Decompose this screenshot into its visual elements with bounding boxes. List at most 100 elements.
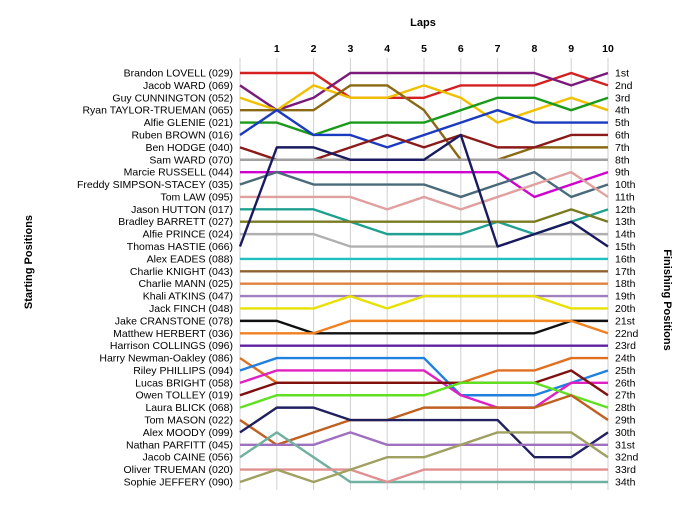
starting-position-label: Sam WARD (070) [149, 154, 233, 166]
series-line [240, 96, 609, 137]
starting-position-label: Nathan PARFITT (045) [126, 439, 233, 451]
starting-position-label: Marcie RUSSELL (044) [124, 167, 233, 179]
grid-lines [239, 58, 609, 490]
finishing-position-label: 11th [615, 191, 635, 203]
finishing-position-label: 16th [615, 253, 636, 265]
starting-position-label: Jason HUTTON (017) [131, 204, 233, 216]
lap-label: 7 [495, 43, 501, 55]
series-line [240, 84, 608, 161]
finishing-position-label: 23rd [615, 340, 636, 352]
series-line [240, 294, 608, 310]
lap-label: 10 [602, 43, 614, 55]
finishing-position-label: 10th [615, 179, 636, 191]
starting-position-label: Alex EADES (088) [147, 253, 233, 265]
lap-labels: 1 2 3 4 5 6 7 8 9 10 [274, 43, 614, 55]
lap-label: 2 [311, 43, 317, 55]
lap-label: 5 [421, 43, 427, 55]
starting-position-label: Khali ATKINS (047) [143, 291, 233, 303]
left-axis-title: Starting Positions [23, 215, 35, 309]
starting-position-label: Jake CRANSTONE (078) [115, 315, 233, 327]
lap-label: 6 [458, 43, 464, 55]
finishing-position-label: 31st [615, 439, 635, 451]
lap-label: 1 [274, 43, 280, 55]
series-line [240, 71, 609, 99]
starting-position-label: Alex MOODY (099) [143, 427, 233, 439]
finishing-position-label: 19th [615, 291, 636, 303]
finishing-position-label: 5th [615, 117, 630, 129]
finishing-position-label: 9th [615, 167, 630, 179]
lap-label: 8 [531, 43, 537, 55]
finishing-position-label: 3rd [615, 92, 630, 104]
finishing-position-label: 22nd [615, 328, 639, 340]
finishing-position-label: 30th [615, 427, 636, 439]
finishing-position-label: 15th [615, 241, 636, 253]
series-line [239, 406, 609, 459]
series-line [240, 431, 608, 447]
starting-position-label: Matthew HERBERT (036) [113, 328, 233, 340]
starting-position-label: Harrison COLLINGS (096) [110, 340, 233, 352]
finishing-position-label: 34th [615, 477, 636, 489]
starting-position-label: Ben HODGE (040) [145, 142, 233, 154]
top-axis-title: Laps [410, 17, 436, 29]
starting-position-label: Ryan TAYLOR-TRUEMAN (065) [82, 105, 233, 117]
starting-position-label: Alfie PRINCE (024) [143, 229, 233, 241]
finishing-position-label: 6th [615, 129, 630, 141]
starting-position-label: Jacob WARD (069) [143, 80, 233, 92]
finishing-position-label: 12th [615, 204, 636, 216]
finishing-position-label: 14th [615, 229, 636, 241]
lap-label: 4 [384, 43, 390, 55]
series-lines [238, 71, 609, 484]
finishing-position-label: 20th [615, 303, 636, 315]
starting-position-label: Alfie GLENIE (021) [144, 117, 233, 129]
starting-position-label: Lucas BRIGHT (058) [135, 377, 233, 389]
finishing-position-label: 26th [615, 377, 636, 389]
series-line [240, 468, 608, 484]
series-line [239, 431, 608, 484]
series-line [239, 84, 609, 124]
starting-position-label: Thomas HASTIE (066) [127, 241, 233, 253]
starting-position-label: Charlie MANN (025) [138, 278, 233, 290]
starting-position-label: Bradley BARRETT (027) [118, 216, 233, 228]
finishing-position-label: 21st [615, 315, 635, 327]
series-line [239, 394, 609, 447]
starting-position-label: Jacob CAINE (056) [143, 452, 233, 464]
finishing-position-label: 13th [615, 216, 636, 228]
series-line [239, 356, 609, 397]
lap-label: 9 [568, 43, 574, 55]
starting-position-labels: Brandon LOVELL (029)Jacob WARD (069)Guy … [77, 68, 233, 489]
finishing-position-label: 18th [615, 278, 636, 290]
finishing-position-label: 29th [615, 415, 636, 427]
finishing-position-label: 33rd [615, 464, 636, 476]
finishing-position-label: 32nd [615, 452, 639, 464]
starting-position-label: Guy CUNNINGTON (052) [112, 92, 233, 104]
starting-position-label: Harry Newman-Oakley (086) [99, 353, 233, 365]
starting-position-label: Laura BLICK (068) [145, 402, 233, 414]
finishing-position-label: 4th [615, 105, 630, 117]
starting-position-label: Ruben BROWN (016) [131, 129, 233, 141]
starting-position-label: Tom LAW (095) [160, 191, 233, 203]
series-line [239, 108, 608, 149]
finishing-position-label: 27th [615, 390, 636, 402]
finishing-position-label: 28th [615, 402, 636, 414]
series-line [239, 431, 609, 484]
series-line [239, 71, 609, 112]
starting-position-label: Freddy SIMPSON-STACEY (035) [77, 179, 233, 191]
lap-label: 3 [347, 43, 353, 55]
finishing-position-labels: 1st2nd3rd4th5th6th7th8th9th10th11th12th1… [615, 68, 639, 489]
starting-position-label: Tom MASON (022) [144, 415, 233, 427]
starting-position-label: Oliver TRUEMAN (020) [124, 464, 234, 476]
series-line [238, 133, 609, 248]
starting-position-label: Brandon LOVELL (029) [124, 68, 233, 80]
right-axis-title: Finishing Positions [661, 249, 673, 350]
series-line [239, 369, 608, 409]
starting-position-label: Jack FINCH (048) [149, 303, 233, 315]
starting-position-label: Sophie JEFFERY (090) [124, 477, 233, 489]
series-line [240, 170, 609, 211]
series-line [239, 369, 609, 397]
series-line [240, 232, 608, 248]
starting-position-label: Riley PHILLIPS (094) [133, 365, 233, 377]
series-line [239, 381, 609, 409]
finishing-position-label: 25th [615, 365, 636, 377]
series-line [240, 319, 608, 335]
